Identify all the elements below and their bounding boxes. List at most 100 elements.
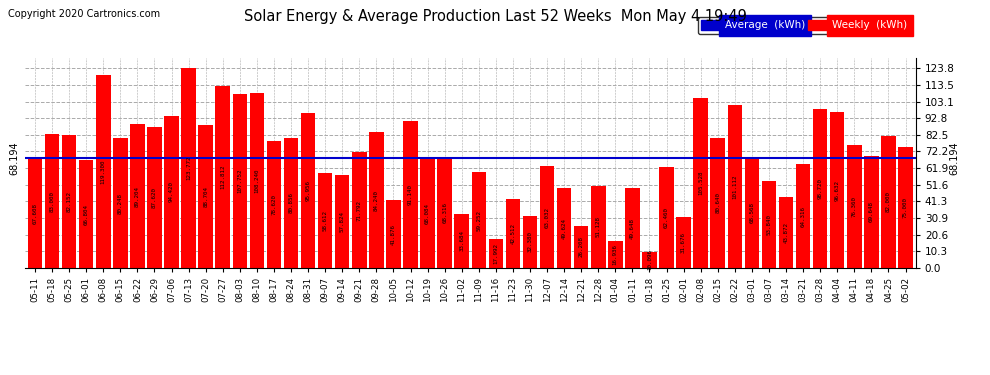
Bar <box>556 188 571 268</box>
Text: 91.140: 91.140 <box>408 184 413 205</box>
Bar <box>591 186 606 268</box>
Bar <box>438 158 451 268</box>
Bar <box>181 68 196 268</box>
Bar <box>454 214 469 268</box>
Bar <box>711 138 725 268</box>
Bar <box>421 158 435 268</box>
Text: 95.956: 95.956 <box>306 180 311 201</box>
Bar <box>881 136 896 268</box>
Text: 58.612: 58.612 <box>323 210 328 231</box>
Text: 89.204: 89.204 <box>135 186 140 207</box>
Bar <box>540 166 554 268</box>
Text: 71.792: 71.792 <box>356 200 361 220</box>
Bar <box>898 147 913 268</box>
Text: 41.876: 41.876 <box>391 224 396 245</box>
Text: 101.112: 101.112 <box>733 174 738 199</box>
Text: 10.096: 10.096 <box>647 249 652 270</box>
Text: 67.608: 67.608 <box>33 203 38 224</box>
Bar <box>643 252 656 268</box>
Text: 31.676: 31.676 <box>681 232 686 253</box>
Text: 76.360: 76.360 <box>851 196 856 217</box>
Text: 123.772: 123.772 <box>186 156 191 180</box>
Text: 108.240: 108.240 <box>254 168 259 193</box>
Text: 78.620: 78.620 <box>271 194 276 215</box>
Text: 84.240: 84.240 <box>374 190 379 211</box>
Bar <box>796 164 811 268</box>
Bar <box>693 98 708 268</box>
Bar <box>676 217 691 268</box>
Text: 80.640: 80.640 <box>715 192 721 213</box>
Bar <box>249 93 264 268</box>
Text: 64.316: 64.316 <box>801 206 806 226</box>
Bar <box>847 145 861 268</box>
Text: 26.208: 26.208 <box>579 237 584 258</box>
Text: 57.824: 57.824 <box>340 211 345 232</box>
Bar <box>830 112 844 268</box>
Text: 59.252: 59.252 <box>476 210 481 231</box>
Bar <box>779 197 793 268</box>
Bar <box>198 125 213 268</box>
Bar <box>335 175 349 268</box>
Bar <box>813 109 828 268</box>
Text: 62.460: 62.460 <box>664 207 669 228</box>
Text: 49.624: 49.624 <box>561 217 566 238</box>
Text: 68.194: 68.194 <box>9 141 19 175</box>
Text: 98.720: 98.720 <box>818 178 823 199</box>
Text: 17.992: 17.992 <box>493 243 498 264</box>
Bar <box>608 241 623 268</box>
Text: 51.128: 51.128 <box>596 216 601 237</box>
Bar <box>113 138 128 268</box>
Bar <box>506 200 520 268</box>
Bar <box>369 132 383 268</box>
Text: 68.568: 68.568 <box>749 202 754 223</box>
Bar <box>523 216 538 268</box>
Bar <box>96 75 111 268</box>
Bar <box>471 172 486 268</box>
Text: 94.420: 94.420 <box>169 182 174 203</box>
Legend: Average  (kWh), Weekly  (kWh): Average (kWh), Weekly (kWh) <box>698 17 911 34</box>
Text: 49.648: 49.648 <box>630 217 635 238</box>
Bar <box>130 124 145 268</box>
Text: 32.380: 32.380 <box>528 231 533 252</box>
Text: 75.000: 75.000 <box>903 197 908 218</box>
Text: 87.620: 87.620 <box>152 187 157 208</box>
Text: 105.528: 105.528 <box>698 171 703 195</box>
Text: 82.000: 82.000 <box>886 191 891 212</box>
Bar <box>45 134 59 268</box>
Bar <box>233 94 248 268</box>
Text: 68.194: 68.194 <box>949 141 959 175</box>
Text: 107.752: 107.752 <box>238 169 243 194</box>
Bar <box>386 201 401 268</box>
Text: 33.684: 33.684 <box>459 230 464 251</box>
Text: 80.856: 80.856 <box>288 192 293 213</box>
Text: 82.152: 82.152 <box>66 191 71 212</box>
Bar <box>266 141 281 268</box>
Text: 42.512: 42.512 <box>511 223 516 244</box>
Bar <box>318 174 333 268</box>
Bar <box>148 127 161 268</box>
Text: 88.704: 88.704 <box>203 186 208 207</box>
Text: 66.804: 66.804 <box>84 204 89 225</box>
Bar <box>28 159 43 268</box>
Text: 80.248: 80.248 <box>118 193 123 214</box>
Bar <box>403 121 418 268</box>
Bar <box>79 160 93 268</box>
Text: Copyright 2020 Cartronics.com: Copyright 2020 Cartronics.com <box>8 9 160 20</box>
Bar <box>625 188 640 268</box>
Text: 43.872: 43.872 <box>783 222 788 243</box>
Text: 112.812: 112.812 <box>220 165 226 189</box>
Bar <box>284 138 298 268</box>
Text: 68.084: 68.084 <box>425 202 430 223</box>
Text: 119.300: 119.300 <box>101 159 106 184</box>
Text: 68.316: 68.316 <box>443 202 447 223</box>
Text: 53.840: 53.840 <box>766 214 771 235</box>
Text: 69.648: 69.648 <box>869 201 874 222</box>
Bar <box>864 156 879 268</box>
Text: 63.032: 63.032 <box>544 207 549 228</box>
Bar <box>744 158 759 268</box>
Text: Solar Energy & Average Production Last 52 Weeks  Mon May 4 19:49: Solar Energy & Average Production Last 5… <box>244 9 746 24</box>
Bar <box>574 226 588 268</box>
Bar <box>659 167 674 268</box>
Bar <box>352 152 366 268</box>
Text: 16.936: 16.936 <box>613 244 618 265</box>
